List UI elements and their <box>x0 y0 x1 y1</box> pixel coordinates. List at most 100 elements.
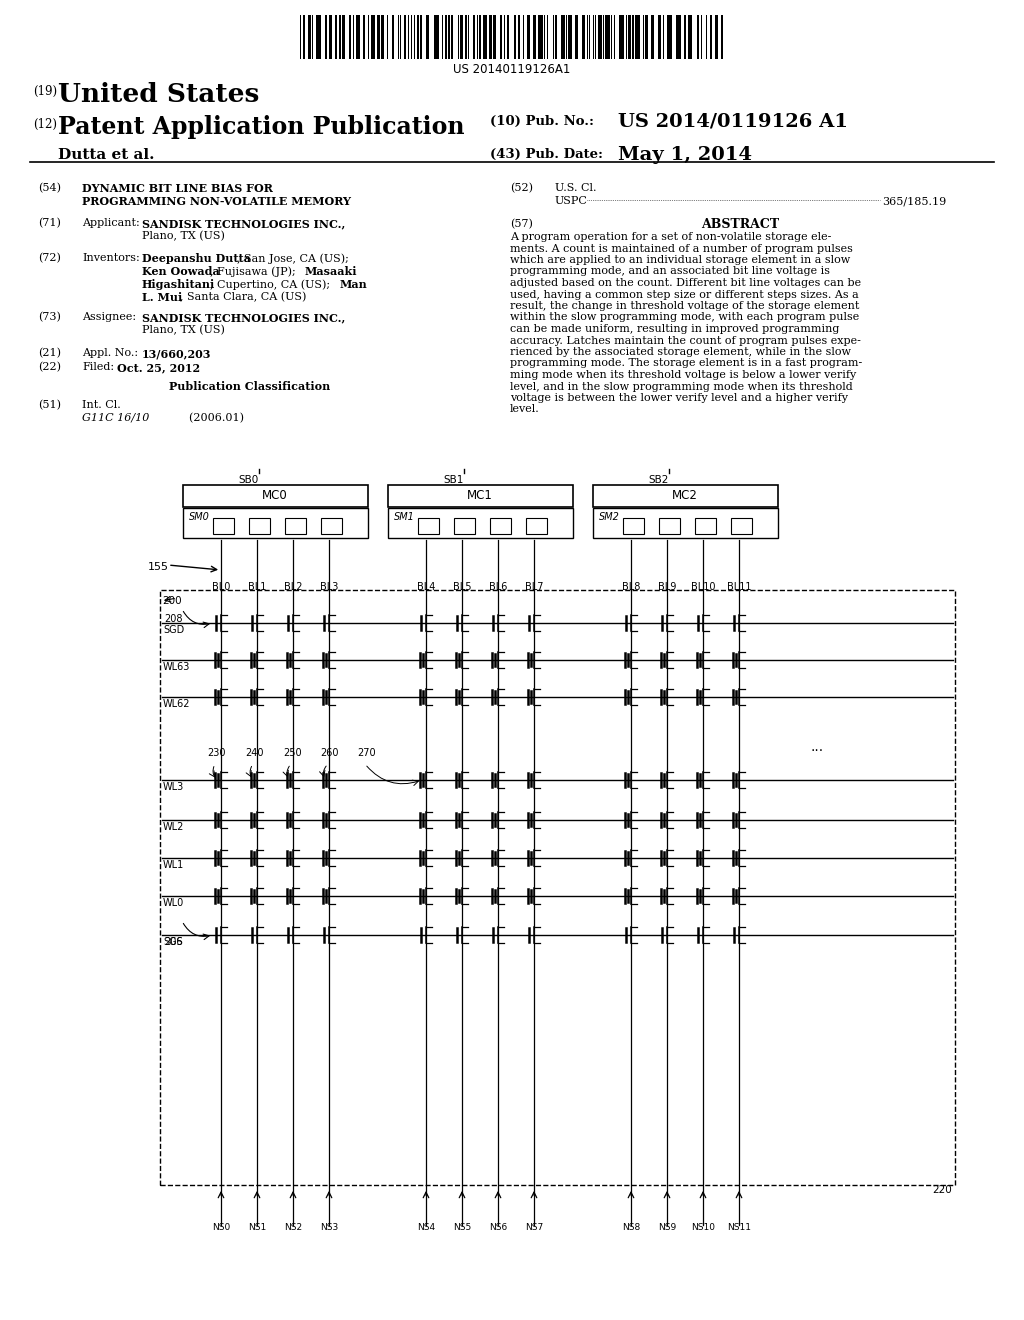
Text: programming mode, and an associated bit line voltage is: programming mode, and an associated bit … <box>510 267 830 276</box>
Text: ments. A count is maintained of a number of program pulses: ments. A count is maintained of a number… <box>510 243 853 253</box>
Bar <box>483 15 487 59</box>
Text: BL5: BL5 <box>453 582 471 591</box>
Text: Dutta et al.: Dutta et al. <box>58 148 155 162</box>
Text: A program operation for a set of non-volatile storage ele-: A program operation for a set of non-vol… <box>510 232 831 242</box>
Text: (10) Pub. No.:: (10) Pub. No.: <box>490 115 594 128</box>
Text: SB0: SB0 <box>238 475 258 484</box>
Bar <box>658 15 662 59</box>
Text: Publication Classification: Publication Classification <box>169 381 331 392</box>
Bar <box>460 15 463 59</box>
Text: SM0: SM0 <box>189 512 210 521</box>
Text: Plano, TX (US): Plano, TX (US) <box>142 325 225 335</box>
Text: SB2: SB2 <box>648 475 669 484</box>
Text: Applicant:: Applicant: <box>82 218 139 228</box>
Bar <box>507 15 509 59</box>
Text: US 2014/0119126 A1: US 2014/0119126 A1 <box>618 114 848 131</box>
Text: WL62: WL62 <box>163 700 190 709</box>
Text: L. Mui: L. Mui <box>142 292 182 304</box>
Text: NS8: NS8 <box>622 1224 640 1232</box>
Text: result, the change in threshold voltage of the storage element: result, the change in threshold voltage … <box>510 301 859 312</box>
Bar <box>667 15 672 59</box>
Text: voltage is between the lower verify level and a higher verify: voltage is between the lower verify leve… <box>510 393 848 403</box>
Bar <box>420 15 422 59</box>
Text: Man: Man <box>340 279 368 290</box>
Text: level.: level. <box>510 404 540 414</box>
Bar <box>285 517 306 535</box>
Text: BL11: BL11 <box>727 582 752 591</box>
Bar <box>635 15 640 59</box>
Text: BL10: BL10 <box>691 582 715 591</box>
Bar <box>561 15 565 59</box>
Text: BL6: BL6 <box>488 582 507 591</box>
Text: NS7: NS7 <box>525 1224 543 1232</box>
Bar <box>329 15 332 59</box>
Text: SGD: SGD <box>163 624 184 635</box>
Text: Patent Application Publication: Patent Application Publication <box>58 115 465 139</box>
Text: ...: ... <box>810 741 823 754</box>
Bar <box>575 15 578 59</box>
Text: programming mode. The storage element is in a fast program-: programming mode. The storage element is… <box>510 359 862 368</box>
Bar <box>489 15 492 59</box>
Text: within the slow programming mode, with each program pulse: within the slow programming mode, with e… <box>510 313 859 322</box>
Text: MC0: MC0 <box>262 488 288 502</box>
Bar <box>308 15 311 59</box>
Text: NS11: NS11 <box>727 1224 751 1232</box>
Bar <box>381 15 384 59</box>
Bar <box>651 15 654 59</box>
Text: (2006.01): (2006.01) <box>154 413 244 424</box>
Bar <box>388 484 573 507</box>
Bar <box>356 15 360 59</box>
Bar <box>527 15 530 59</box>
Text: NS5: NS5 <box>453 1224 471 1232</box>
Text: SM2: SM2 <box>599 512 620 521</box>
Text: ming mode when its threshold voltage is below a lower verify: ming mode when its threshold voltage is … <box>510 370 856 380</box>
Text: WL0: WL0 <box>163 898 184 908</box>
Text: BL0: BL0 <box>212 582 230 591</box>
Bar <box>684 15 686 59</box>
Text: (73): (73) <box>38 312 60 322</box>
Text: Inventors:: Inventors: <box>82 253 139 263</box>
Text: 260: 260 <box>319 748 339 758</box>
Text: , Fujisawa (JP);: , Fujisawa (JP); <box>210 267 296 277</box>
Text: (51): (51) <box>38 400 61 411</box>
Bar <box>568 15 572 59</box>
Text: accuracy. Latches maintain the count of program pulses expe-: accuracy. Latches maintain the count of … <box>510 335 861 346</box>
Text: Int. Cl.: Int. Cl. <box>82 400 121 411</box>
Bar <box>404 15 406 59</box>
Bar <box>593 508 778 539</box>
Bar <box>593 484 778 507</box>
Text: 270: 270 <box>357 748 376 758</box>
Text: NS2: NS2 <box>284 1224 302 1232</box>
Text: Ken Oowada: Ken Oowada <box>142 267 220 277</box>
Text: level, and in the slow programming mode when its threshold: level, and in the slow programming mode … <box>510 381 853 392</box>
Bar <box>555 15 557 59</box>
Bar <box>465 15 467 59</box>
Text: rienced by the associated storage element, while in the slow: rienced by the associated storage elemen… <box>510 347 851 356</box>
Text: Masaaki: Masaaki <box>305 267 357 277</box>
Text: ABSTRACT: ABSTRACT <box>701 218 779 231</box>
Text: BL8: BL8 <box>622 582 640 591</box>
Text: (19): (19) <box>33 84 57 98</box>
Text: (12): (12) <box>33 117 57 131</box>
Bar <box>538 15 543 59</box>
Bar <box>183 484 368 507</box>
Bar <box>371 15 375 59</box>
Bar <box>534 15 536 59</box>
Text: (57): (57) <box>510 219 532 230</box>
Text: , Cupertino, CA (US);: , Cupertino, CA (US); <box>210 279 330 289</box>
Text: can be made uniform, resulting in improved programming: can be made uniform, resulting in improv… <box>510 323 840 334</box>
Text: NS1: NS1 <box>248 1224 266 1232</box>
Text: USPC: USPC <box>555 195 588 206</box>
Text: BL4: BL4 <box>417 582 435 591</box>
Bar <box>676 15 681 59</box>
Text: U.S. Cl.: U.S. Cl. <box>555 183 597 193</box>
Bar <box>598 15 602 59</box>
Text: 365/185.19: 365/185.19 <box>882 195 946 206</box>
Bar <box>349 15 351 59</box>
Bar <box>362 15 365 59</box>
Text: May 1, 2014: May 1, 2014 <box>618 147 752 164</box>
Bar <box>183 508 368 539</box>
Bar <box>303 15 305 59</box>
Text: NS0: NS0 <box>212 1224 230 1232</box>
Text: SB1: SB1 <box>443 475 464 484</box>
